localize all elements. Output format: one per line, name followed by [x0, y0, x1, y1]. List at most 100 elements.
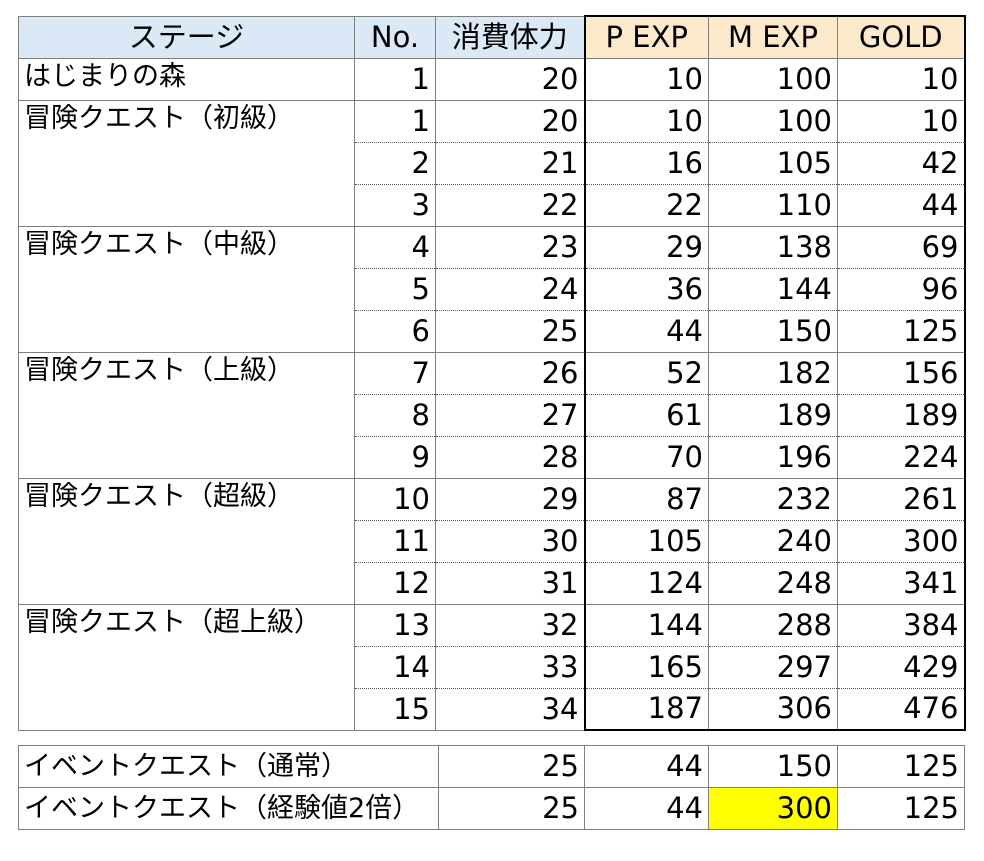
table-row: 冒険クエスト（上級） 7 26 52 182 156 [18, 352, 966, 479]
event-row: イベントクエスト（通常） 25 44 150 125 [18, 745, 965, 788]
gold-cell: 189 [837, 394, 966, 437]
p-exp-cell: 61 [583, 394, 709, 437]
gold-cell: 384 [837, 604, 966, 647]
m-exp-cell: 248 [708, 562, 838, 605]
stamina-cell: 20 [435, 58, 585, 101]
gold-cell: 69 [837, 226, 966, 269]
gold-cell: 44 [837, 184, 966, 227]
table-row: 6 25 44 150 125 [19, 310, 966, 353]
p-exp-cell: 36 [583, 268, 709, 311]
p-exp-cell: 70 [583, 436, 709, 479]
event-name-cell: イベントクエスト（通常） [18, 745, 439, 788]
header-stage: ステージ [18, 15, 355, 59]
no-cell: 9 [354, 436, 436, 479]
p-exp-cell: 144 [583, 604, 709, 647]
gold-cell: 341 [837, 562, 966, 605]
stamina-cell: 30 [435, 520, 585, 563]
gold-cell: 96 [837, 268, 966, 311]
no-cell: 12 [354, 562, 436, 605]
table-row: 9 28 70 196 224 [19, 436, 966, 479]
m-exp-cell: 150 [708, 745, 838, 788]
m-exp-cell: 288 [708, 604, 838, 647]
stamina-cell: 31 [435, 562, 585, 605]
no-cell: 4 [354, 226, 436, 269]
gold-cell: 10 [837, 100, 966, 143]
p-exp-cell: 16 [583, 142, 709, 185]
no-cell: 2 [354, 142, 436, 185]
p-exp-cell: 44 [584, 787, 709, 830]
m-exp-cell: 189 [708, 394, 838, 437]
gold-cell: 10 [837, 58, 966, 101]
p-exp-cell: 10 [583, 100, 709, 143]
stamina-cell: 25 [438, 787, 585, 830]
table-row: 14 33 165 297 429 [19, 646, 966, 689]
stage-name-cell: 冒険クエスト（初級） [18, 100, 355, 227]
gold-cell: 429 [837, 646, 966, 689]
event-name-cell: イベントクエスト（経験値2倍） [18, 787, 439, 830]
stamina-cell: 21 [435, 142, 585, 185]
no-cell: 13 [354, 604, 436, 647]
gold-cell: 261 [837, 478, 966, 521]
m-exp-cell: 240 [708, 520, 838, 563]
gold-cell: 125 [837, 310, 966, 353]
p-exp-cell: 105 [583, 520, 709, 563]
header-stamina: 消費体力 [435, 15, 585, 59]
no-cell: 10 [354, 478, 436, 521]
stamina-cell: 32 [435, 604, 585, 647]
stamina-cell: 27 [435, 394, 585, 437]
table-row: 冒険クエスト（中級） 4 23 29 138 69 [18, 226, 966, 353]
no-cell: 7 [354, 352, 436, 395]
no-cell: 14 [354, 646, 436, 689]
m-exp-cell: 196 [708, 436, 838, 479]
gold-cell: 300 [837, 520, 966, 563]
gold-cell: 156 [837, 352, 966, 395]
stamina-cell: 23 [435, 226, 585, 269]
m-exp-cell: 110 [708, 184, 838, 227]
gold-cell: 125 [837, 787, 965, 830]
table-row: 12 31 124 248 341 [19, 562, 966, 605]
table-row: 冒険クエスト（超上級） 13 32 144 288 384 [18, 604, 966, 731]
stage-name-cell: 冒険クエスト（超上級） [18, 604, 355, 731]
no-cell: 6 [354, 310, 436, 353]
m-exp-cell: 150 [708, 310, 838, 353]
p-exp-cell: 124 [583, 562, 709, 605]
m-exp-cell: 100 [708, 100, 838, 143]
m-exp-cell: 144 [708, 268, 838, 311]
gold-cell: 224 [837, 436, 966, 479]
m-exp-cell: 138 [708, 226, 838, 269]
m-exp-cell: 105 [708, 142, 838, 185]
no-cell: 3 [354, 184, 436, 227]
no-cell: 8 [354, 394, 436, 437]
stamina-cell: 34 [435, 688, 585, 731]
no-cell: 1 [354, 100, 436, 143]
stamina-cell: 29 [435, 478, 585, 521]
no-cell: 11 [354, 520, 436, 563]
stamina-cell: 25 [435, 310, 585, 353]
no-cell: 5 [354, 268, 436, 311]
stage-name-cell: 冒険クエスト（上級） [18, 352, 355, 479]
stamina-cell: 20 [435, 100, 585, 143]
table-row: 2 21 16 105 42 [19, 142, 966, 185]
table-row: 5 24 36 144 96 [19, 268, 966, 311]
header-p-exp: P EXP [583, 15, 709, 59]
stamina-cell: 33 [435, 646, 585, 689]
header-gold: GOLD [837, 15, 966, 59]
p-exp-cell: 187 [583, 688, 709, 731]
header-no: No. [354, 15, 436, 59]
stamina-cell: 28 [435, 436, 585, 479]
stage-reward-table: ステージ No. 消費体力 P EXP M EXP GOLD はじまりの森 1 20… [18, 15, 966, 731]
gold-cell: 125 [837, 745, 965, 788]
m-exp-cell: 232 [708, 478, 838, 521]
p-exp-cell: 52 [583, 352, 709, 395]
p-exp-cell: 87 [583, 478, 709, 521]
m-exp-cell: 182 [708, 352, 838, 395]
stage-name-cell: 冒険クエスト（中級） [18, 226, 355, 353]
stage-name-cell: はじまりの森 [18, 58, 355, 101]
no-cell: 1 [354, 58, 436, 101]
p-exp-cell: 10 [583, 58, 709, 101]
stamina-cell: 25 [438, 745, 585, 788]
m-exp-cell: 100 [708, 58, 838, 101]
stage-name-cell: 冒険クエスト（超級） [18, 478, 355, 605]
header-row: ステージ No. 消費体力 P EXP M EXP GOLD [18, 15, 966, 59]
table-row: 11 30 105 240 300 [19, 520, 966, 563]
